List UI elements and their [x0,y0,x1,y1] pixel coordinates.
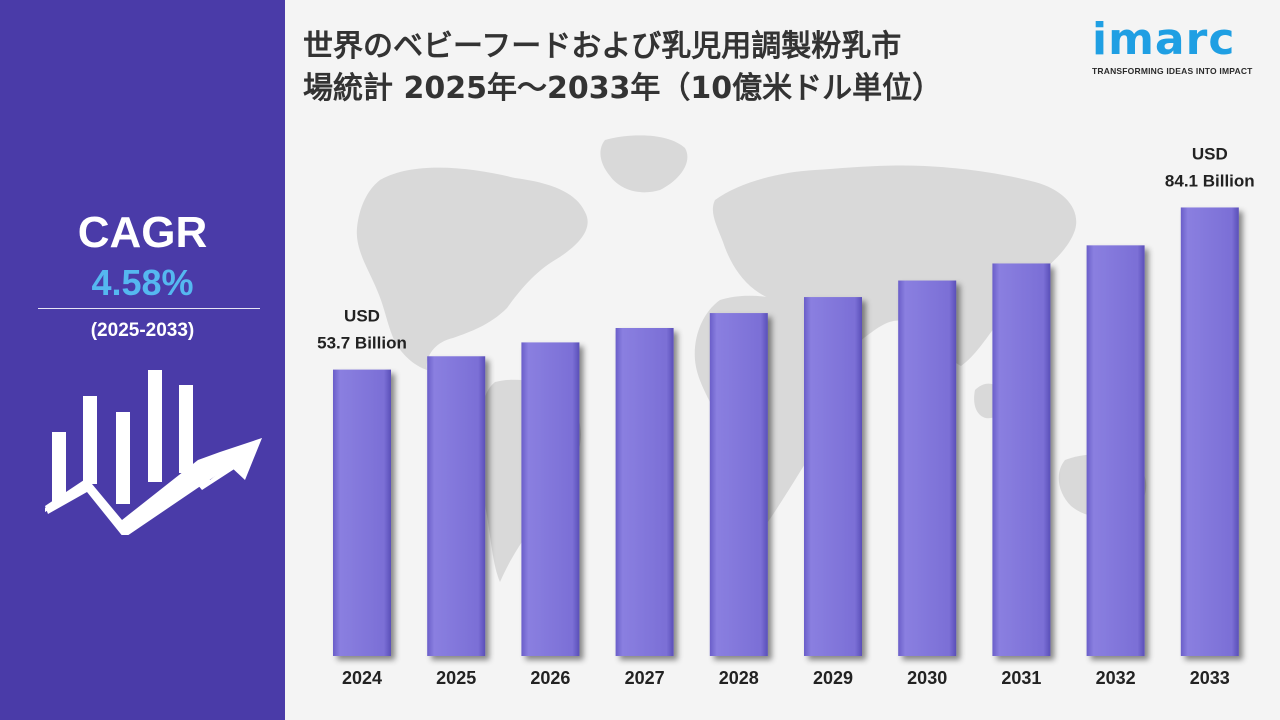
cagr-label: CAGR [77,208,208,257]
title-line-1: 世界のベビーフードおよび乳児用調製粉乳市 [303,29,902,64]
x-tick-label: 2027 [625,668,665,688]
bar-2031 [992,263,1051,656]
x-tick-label: 2025 [436,668,476,688]
divider [38,308,260,309]
data-label-2024: 53.7 Billion [317,334,407,353]
bar-2027 [615,328,674,656]
bar-chart: 2024 2025 2026 2027 2028 2029 2030 2031 2032 2033… [317,135,1255,688]
title-line-2: 場統計 2025年～2033年（10億米ドル単位） [303,71,943,106]
x-tick-label: 2028 [719,668,759,688]
bar-2028 [709,313,768,656]
bar-2033 [1180,207,1239,656]
logo-wordmark: imarc [1092,14,1236,65]
data-label-2033: USD [1192,144,1228,163]
x-tick-label: 2033 [1190,668,1230,688]
x-tick-label: 2026 [530,668,570,688]
data-label-2024: USD [344,307,380,326]
imarc-logo: imarc TRANSFORMING IDEAS INTO IMPACT [1092,14,1267,76]
bar-2025 [427,356,486,656]
x-tick-label: 2024 [342,668,382,688]
page-title: 世界のベビーフードおよび乳児用調製粉乳市 場統計 2025年～2033年（10億… [303,26,1063,110]
growth-chart-icon [45,370,262,535]
x-tick-label: 2031 [1001,668,1041,688]
cagr-value: 4.58% [91,262,194,303]
x-tick-label: 2030 [907,668,947,688]
bar-2030 [898,280,957,656]
sidebar-panel [0,0,285,720]
bar-2024 [333,369,391,656]
cagr-period: (2025-2033) [90,320,195,341]
x-tick-label: 2032 [1096,668,1136,688]
bar-2032 [1086,245,1145,656]
bar-2029 [804,297,862,656]
data-label-2033: 84.1 Billion [1165,171,1255,190]
x-tick-label: 2029 [813,668,853,688]
bar-2026 [521,342,580,656]
logo-tagline: TRANSFORMING IDEAS INTO IMPACT [1092,66,1253,76]
